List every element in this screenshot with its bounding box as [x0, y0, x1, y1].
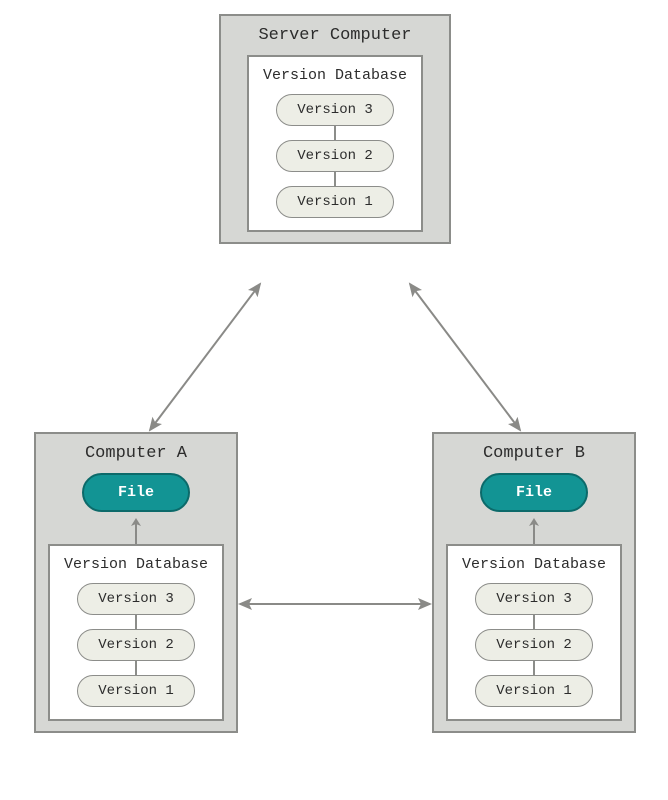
version-pill: Version 1	[276, 186, 394, 218]
server-title: Server Computer	[258, 26, 411, 45]
version-pill: Version 3	[475, 583, 593, 615]
computerB-db-title: Version Database	[462, 556, 606, 573]
version-pill: Version 2	[276, 140, 394, 172]
version-pill: Version 1	[475, 675, 593, 707]
version-pill: Version 3	[276, 94, 394, 126]
file-arrow-icon	[527, 518, 541, 544]
version-pill: Version 3	[77, 583, 195, 615]
version-connector	[334, 172, 336, 186]
computerB-node: Computer B File Version Database Version…	[432, 432, 636, 733]
computerA-file: File	[82, 473, 190, 512]
server-node: Server Computer Version Database Version…	[219, 14, 451, 244]
version-pill: Version 1	[77, 675, 195, 707]
version-connector	[533, 615, 535, 629]
computerB-title: Computer B	[483, 444, 585, 463]
edge-server-compA	[150, 284, 260, 430]
version-connector	[533, 661, 535, 675]
computerA-title: Computer A	[85, 444, 187, 463]
version-connector	[334, 126, 336, 140]
version-pill: Version 2	[475, 629, 593, 661]
computerA-db: Version Database Version 3 Version 2 Ver…	[48, 544, 224, 721]
server-db: Version Database Version 3 Version 2 Ver…	[247, 55, 423, 232]
version-pill: Version 2	[77, 629, 195, 661]
edge-server-compB	[410, 284, 520, 430]
computerA-node: Computer A File Version Database Version…	[34, 432, 238, 733]
computerB-file: File	[480, 473, 588, 512]
computerB-db: Version Database Version 3 Version 2 Ver…	[446, 544, 622, 721]
version-connector	[135, 661, 137, 675]
server-db-title: Version Database	[263, 67, 407, 84]
computerA-db-title: Version Database	[64, 556, 208, 573]
version-connector	[135, 615, 137, 629]
file-arrow-icon	[129, 518, 143, 544]
